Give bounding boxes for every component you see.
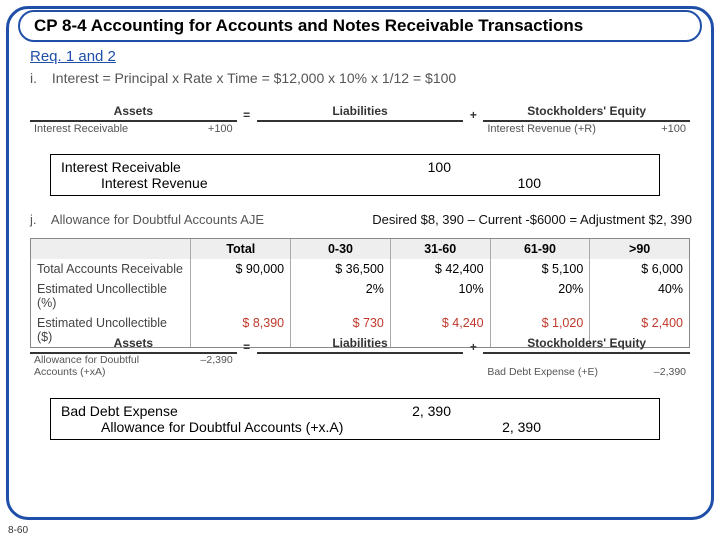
aging-h4: 61-90 [491,239,591,259]
aging-h1: Total [191,239,291,259]
je1-cr-1: 100 [451,175,541,191]
asl1-asset-label: Interest Receivable [34,123,183,135]
aging-h3: 31-60 [391,239,491,259]
item-i-text: Interest = Principal x Rate x Time = $12… [52,70,456,86]
je1-dr-0: 100 [361,159,451,175]
aging-r0-c2: $ 42,400 [391,259,491,279]
journal-entry-1: Interest Receivable 100 Interest Revenue… [50,154,660,196]
asl2-head-assets: Assets [30,336,237,354]
asl1-asset-val: +100 [183,123,233,135]
asl1-head-assets: Assets [30,104,237,122]
adjustment-calc: Desired $8, 390 – Current -$6000 = Adjus… [372,212,692,227]
je2-cr-1: 2, 390 [451,419,541,435]
aging-h2: 0-30 [291,239,391,259]
requirement-label: Req. 1 and 2 [30,48,116,65]
item-j-letter: j. [30,212,48,227]
aging-r0-c4: $ 6,000 [590,259,689,279]
aging-r1-c0 [191,279,291,313]
je1-acct-1: Interest Revenue [61,175,361,191]
item-j: j. Allowance for Doubtful Accounts AJE [30,212,264,227]
aging-h5: >90 [590,239,689,259]
je1-dr-1 [361,175,451,191]
je2-acct-0: Bad Debt Expense [61,403,361,419]
asl2-se-label: Bad Debt Expense (+E) [487,367,636,379]
journal-entry-2: Bad Debt Expense 2, 390 Allowance for Do… [50,398,660,440]
aging-r1-c2: 10% [391,279,491,313]
je2-dr-1 [361,419,451,435]
aging-r0-label: Total Accounts Receivable [31,259,191,279]
je1-cr-0 [451,159,541,175]
page-number: 8-60 [8,525,28,536]
aging-table: Total 0-30 31-60 61-90 >90 Total Account… [30,238,690,348]
asl2-head-liab: Liabilities [257,336,464,354]
asl1-head-liab: Liabilities [257,104,464,122]
accounting-equation-2: Assets = Liabilities + Stockholders' Equ… [30,336,690,378]
aging-r0-c0: $ 90,000 [191,259,291,279]
asl2-eq: = [237,340,257,354]
item-j-text: Allowance for Doubtful Accounts AJE [51,212,264,227]
asl2-asset-val: –2,390 [183,355,233,378]
asl1-head-se: Stockholders' Equity [483,104,690,122]
aging-r1-c4: 40% [590,279,689,313]
asl2-plus: + [463,340,483,354]
item-i-letter: i. [30,70,48,86]
asl1-se-label: Interest Revenue (+R) [487,123,636,135]
aging-r0-c1: $ 36,500 [291,259,391,279]
slide-title: CP 8-4 Accounting for Accounts and Notes… [18,10,702,42]
aging-header-row: Total 0-30 31-60 61-90 >90 [31,239,689,259]
asl1-eq: = [237,108,257,122]
je2-acct-1: Allowance for Doubtful Accounts (+x.A) [61,419,361,435]
item-i: i. Interest = Principal x Rate x Time = … [30,70,456,86]
je2-dr-0: 2, 390 [361,403,451,419]
asl1-se-val: +100 [636,123,686,135]
asl2-head-se: Stockholders' Equity [483,336,690,354]
aging-h0 [31,239,191,259]
asl2-asset-label2: Accounts (+xA) [34,366,106,378]
aging-row-0: Total Accounts Receivable $ 90,000 $ 36,… [31,259,689,279]
aging-r1-label: Estimated Uncollectible (%) [31,279,191,313]
aging-r0-c3: $ 5,100 [491,259,591,279]
aging-row-1: Estimated Uncollectible (%) 2% 10% 20% 4… [31,279,689,313]
aging-r1-c1: 2% [291,279,391,313]
asl2-se-val: –2,390 [636,367,686,379]
je1-acct-0: Interest Receivable [61,159,361,175]
je2-cr-0 [451,403,541,419]
asl2-asset-label1: Allowance for Doubtful [34,354,139,366]
asl1-plus: + [463,108,483,122]
accounting-equation-1: Assets = Liabilities + Stockholders' Equ… [30,104,690,135]
aging-r1-c3: 20% [491,279,591,313]
